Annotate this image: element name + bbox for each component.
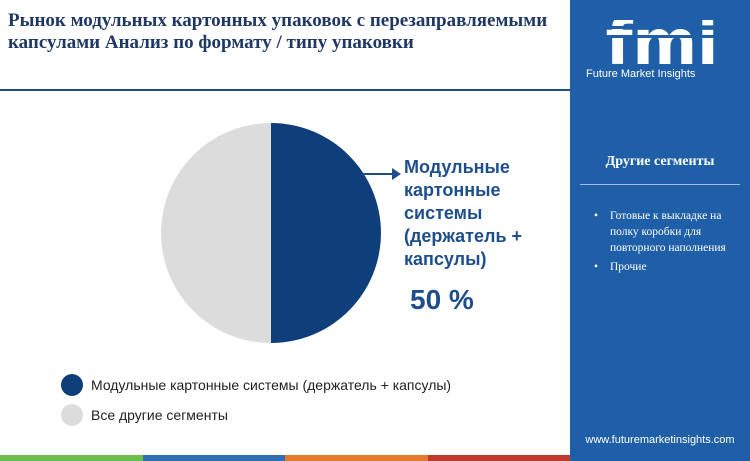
bottom-bar-segment xyxy=(142,455,285,461)
page-title: Рынок модульных картонных упаковок с пер… xyxy=(8,10,548,53)
pie-slice-modular xyxy=(271,123,381,343)
callout-arrow xyxy=(362,168,401,180)
callout-label: Модульные картонные системы (держатель +… xyxy=(404,157,523,269)
other-segments-list: Готовые к выкладке на полку коробки для … xyxy=(594,208,744,278)
legend-label-modular: Модульные картонные системы (держатель +… xyxy=(91,377,452,393)
legend-item-other: Все другие сегменты xyxy=(61,402,228,428)
bottom-bar-segment xyxy=(285,455,428,461)
title-divider xyxy=(0,89,570,91)
sidebar-heading: Другие сегменты xyxy=(605,154,715,169)
fmi-logo[interactable]: fmi xyxy=(592,6,732,82)
pie-chart xyxy=(161,123,401,343)
sidebar: fmi Future Market Insights Другие сегмен… xyxy=(570,0,750,461)
sidebar-divider xyxy=(580,184,740,185)
bottom-bar-segment xyxy=(0,455,143,461)
legend-label-other: Все другие сегменты xyxy=(91,407,228,423)
legend-item-modular: Модульные картонные системы (держатель +… xyxy=(61,372,451,398)
callout-percentage: 50 % xyxy=(410,284,474,315)
website-link[interactable]: www.futuremarketinsights.com xyxy=(585,434,735,446)
bottom-bar-segment xyxy=(427,455,570,461)
legend-swatch-other xyxy=(61,404,83,426)
list-item: Готовые к выкладке на полку коробки для … xyxy=(594,208,744,256)
pie-slice-other xyxy=(161,123,271,343)
list-item: Прочие xyxy=(594,259,744,275)
bottom-color-bar xyxy=(0,455,570,461)
logo-subtitle: Future Market Insights xyxy=(586,68,696,80)
legend-swatch-modular xyxy=(61,374,83,396)
